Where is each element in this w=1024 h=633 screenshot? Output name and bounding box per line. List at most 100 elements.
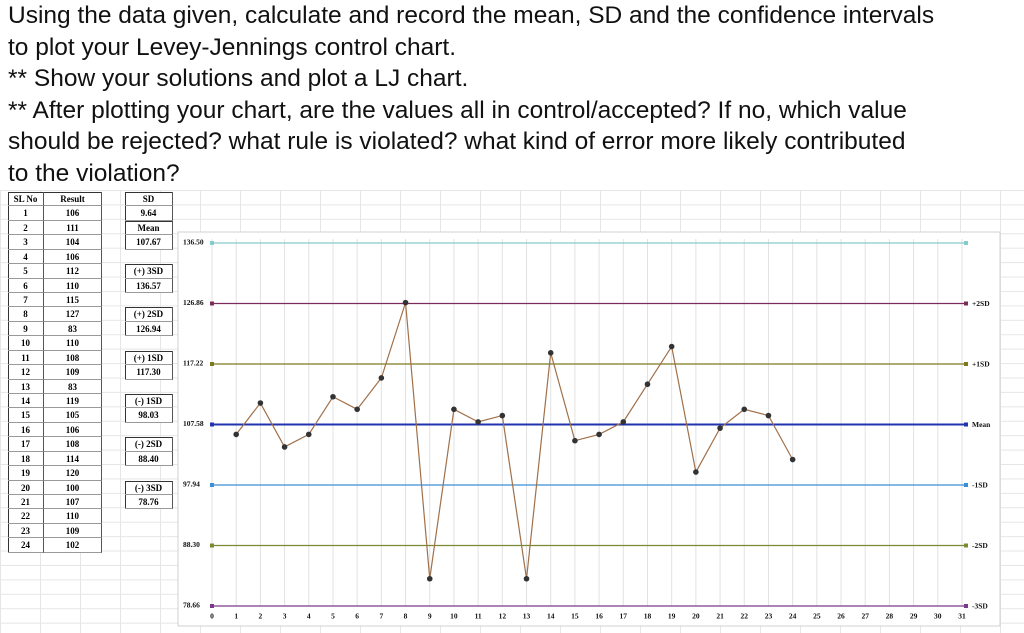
table-cell: 115 xyxy=(44,293,102,308)
table-cell: 106 xyxy=(44,422,102,438)
data-point xyxy=(281,444,288,450)
data-point xyxy=(378,375,385,381)
reference-label: -3SD xyxy=(972,602,988,611)
question: Using the data given, calculate and reco… xyxy=(8,0,934,189)
data-point xyxy=(499,412,506,419)
stats-value: 117.30 xyxy=(125,365,173,380)
table-cell: 114 xyxy=(44,451,102,467)
data-point xyxy=(402,299,409,306)
table-cell: 3 xyxy=(8,235,44,250)
table-cell: 109 xyxy=(44,523,102,539)
x-tick-label: 4 xyxy=(307,612,311,621)
chart-area xyxy=(177,231,1001,627)
data-point xyxy=(644,381,651,388)
x-tick-label: 1 xyxy=(234,612,238,621)
question-line: ** Show your solutions and plot a LJ cha… xyxy=(8,65,469,92)
table-cell: 7 xyxy=(8,293,44,308)
table-cell: 83 xyxy=(44,321,102,337)
data-point xyxy=(257,400,264,406)
x-tick-label: 26 xyxy=(837,612,845,621)
y-tick-label: 107.58 xyxy=(183,419,204,428)
x-tick-label: 0 xyxy=(210,612,214,621)
y-tick-label: 126.86 xyxy=(183,298,204,307)
table-cell: 15 xyxy=(8,408,44,423)
table-cell: 12 xyxy=(8,365,44,380)
table-cell: 120 xyxy=(44,466,102,481)
table-cell: 6 xyxy=(8,278,44,293)
x-tick-label: 27 xyxy=(861,612,869,621)
table-cell: 107 xyxy=(44,495,102,510)
table-cell: 18 xyxy=(8,451,44,467)
stats-box xyxy=(125,437,173,467)
x-tick-label: 28 xyxy=(886,612,894,621)
x-tick-label: 13 xyxy=(523,612,531,621)
table-cell: 111 xyxy=(44,220,102,236)
table-cell: 24 xyxy=(8,538,44,553)
table-cell: 9 xyxy=(8,321,44,337)
line-marker xyxy=(210,483,214,487)
y-tick-label: 136.50 xyxy=(183,238,204,247)
stats-value: 98.03 xyxy=(125,408,173,423)
question-line: to plot your Levey-Jennings control char… xyxy=(8,33,457,61)
x-tick-label: 6 xyxy=(355,612,359,621)
table-cell: 8 xyxy=(8,307,44,322)
table-cell: 4 xyxy=(8,249,44,265)
table-cell: 106 xyxy=(44,206,102,221)
line-marker xyxy=(210,362,214,366)
data-point xyxy=(426,575,433,582)
reference-label: +1SD xyxy=(972,360,990,369)
x-tick-label: 7 xyxy=(379,612,383,621)
table-cell: 108 xyxy=(44,350,102,366)
data-point xyxy=(693,469,699,475)
table-cell: 127 xyxy=(44,307,102,322)
data-point xyxy=(330,393,336,400)
line-marker xyxy=(964,483,968,487)
x-tick-label: 31 xyxy=(958,612,966,621)
x-tick-label: 9 xyxy=(428,612,432,621)
line-marker xyxy=(964,422,968,427)
data-point xyxy=(523,575,530,582)
x-tick-label: 22 xyxy=(741,612,749,621)
x-tick-label: 10 xyxy=(450,612,458,621)
data-point xyxy=(572,437,578,444)
data-point xyxy=(451,406,457,413)
stats-value: 9.64 xyxy=(125,206,173,221)
table-cell: 102 xyxy=(44,538,102,553)
line-marker xyxy=(210,543,214,548)
line-marker xyxy=(964,604,968,608)
x-tick-label: 8 xyxy=(404,612,408,621)
data-point xyxy=(741,406,748,413)
question-line: Using the data given, calculate and reco… xyxy=(8,2,935,29)
reference-label: -1SD xyxy=(972,481,988,490)
x-tick-label: 29 xyxy=(910,612,918,621)
reference-label: +2SD xyxy=(972,299,990,308)
line-marker xyxy=(964,241,968,245)
question-line: should be rejected? what rule is violate… xyxy=(8,128,906,155)
stats-value: 88.40 xyxy=(125,451,173,467)
line-marker xyxy=(210,422,214,427)
data-point xyxy=(668,343,675,350)
table-cell: 112 xyxy=(44,264,102,279)
x-tick-label: 18 xyxy=(644,612,652,621)
table-cell: 1 xyxy=(8,206,44,221)
x-tick-label: 19 xyxy=(668,612,676,621)
stats-label: (+) 1SD xyxy=(125,350,173,366)
x-tick-label: 2 xyxy=(259,612,263,621)
data-point xyxy=(475,419,481,425)
table-cell: 2 xyxy=(8,220,44,236)
line-marker xyxy=(210,241,214,245)
table-cell: 100 xyxy=(44,480,102,496)
table-header: SL No xyxy=(8,192,44,207)
stats-label: (-) 2SD xyxy=(125,437,173,452)
table-cell: 110 xyxy=(44,509,102,524)
y-tick-label: 117.22 xyxy=(183,359,203,368)
table-cell: 109 xyxy=(44,365,102,380)
table-cell: 21 xyxy=(8,495,44,510)
line-marker xyxy=(964,362,968,366)
x-tick-label: 17 xyxy=(620,612,628,621)
stats-label: (-) 3SD xyxy=(125,480,173,496)
stats-value: 78.76 xyxy=(125,495,173,510)
data-point xyxy=(305,431,312,438)
stats-label: (-) 1SD xyxy=(125,394,173,409)
